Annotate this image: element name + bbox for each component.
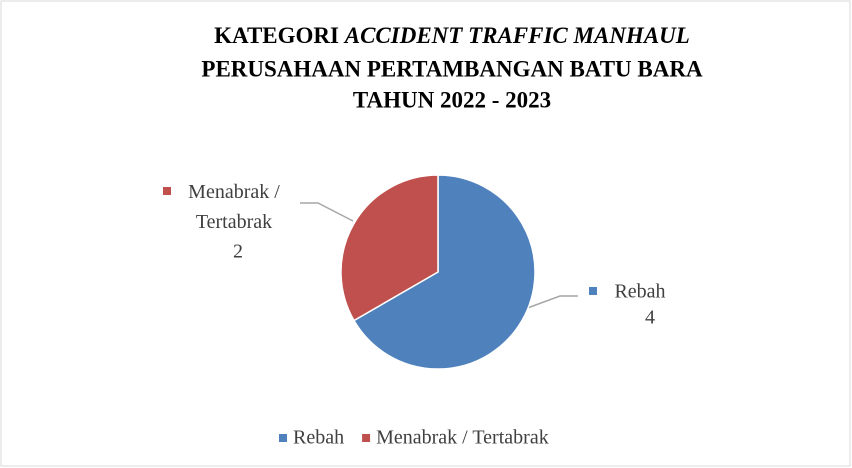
chart-title-line: PERUSAHAAN PERTAMBANGAN BATU BARA (201, 56, 703, 81)
data-label-name: Rebah (614, 281, 665, 303)
data-label-name: Menabrak / Tertabrak (188, 181, 280, 233)
data-label-value: 2 (233, 241, 243, 263)
title-lead: KATEGORI (214, 23, 339, 48)
pie-slice (340, 174, 439, 322)
legend-marker (362, 434, 371, 442)
leader-line (300, 202, 354, 222)
chart-title-line: TAHUN 2022 - 2023 (353, 87, 551, 112)
label-marker (589, 287, 597, 295)
legend-marker (279, 434, 287, 442)
pie-slice (352, 174, 536, 370)
legend-label: Rebah (293, 427, 344, 449)
label-marker (163, 187, 171, 195)
chart-title: KATEGORI ACCIDENT TRAFFIC MANHAUL (214, 23, 690, 48)
title-emphasis: ACCIDENT TRAFFIC MANHAUL (343, 23, 690, 48)
leader-line (521, 295, 578, 311)
data-label-value: 4 (645, 307, 655, 329)
legend-label: Menabrak / Tertabrak (376, 427, 549, 449)
